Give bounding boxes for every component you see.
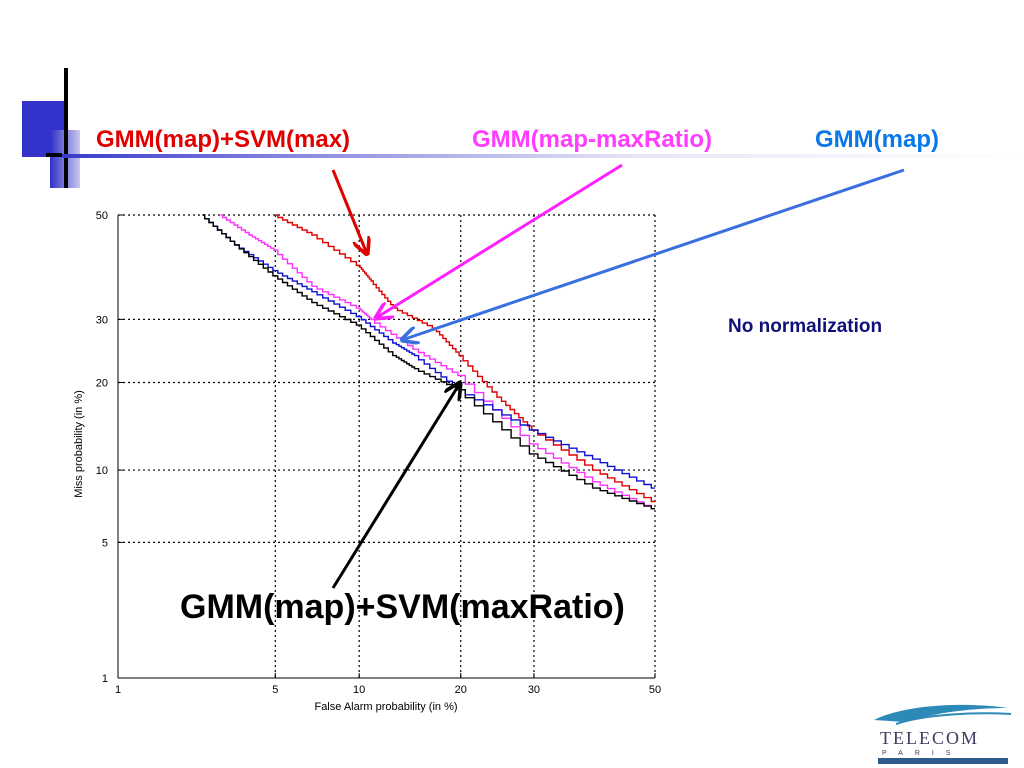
- no-normalization-note: No normalization: [728, 316, 883, 337]
- x-tick-label: 1: [115, 684, 121, 696]
- x-axis-label: False Alarm probability (in %): [314, 701, 457, 713]
- title-rule: [62, 154, 1022, 158]
- x-tick-label: 10: [353, 684, 365, 696]
- series-line-svm-maxratio: [202, 214, 655, 510]
- y-tick-label: 5: [102, 537, 108, 549]
- label-svm-max: GMM(map)+SVM(max): [96, 126, 351, 153]
- x-tick-label: 50: [649, 684, 661, 696]
- y-axis-label: Miss probability (in %): [73, 390, 85, 498]
- svg-text:TELECOM: TELECOM: [880, 728, 979, 748]
- svg-text:PARIS: PARIS: [882, 750, 963, 757]
- x-tick-label: 30: [528, 684, 540, 696]
- title-decoration-tick: [46, 153, 62, 157]
- label-map-maxratio: GMM(map-maxRatio): [472, 126, 713, 153]
- y-tick-label: 30: [96, 314, 108, 326]
- axes: [117, 214, 656, 679]
- y-tick-label: 50: [96, 210, 108, 222]
- tick-labels: 1 5 10 20 30 50 1 5 10 20 30 50: [96, 210, 661, 696]
- grid-lines: [118, 214, 656, 678]
- arrow-svm-max: [331, 169, 367, 254]
- x-tick-label: 5: [272, 684, 278, 696]
- label-map: GMM(map): [815, 126, 939, 153]
- y-tick-label: 10: [96, 465, 108, 477]
- arrow-svm-maxratio: [331, 383, 460, 589]
- title-decoration-vertical-line: [64, 68, 68, 188]
- x-tick-label: 20: [455, 684, 467, 696]
- series-line-map: [202, 214, 655, 489]
- label-svm-maxratio: GMM(map)+SVM(maxRatio): [180, 588, 625, 626]
- y-tick-label: 1: [102, 673, 108, 685]
- arrow-map-maxratio: [376, 163, 623, 318]
- series-lines: [202, 214, 655, 510]
- arrow-map: [402, 168, 905, 340]
- y-tick-label: 20: [96, 378, 108, 390]
- telecom-paris-logo: TELECOM PARIS: [874, 704, 1012, 764]
